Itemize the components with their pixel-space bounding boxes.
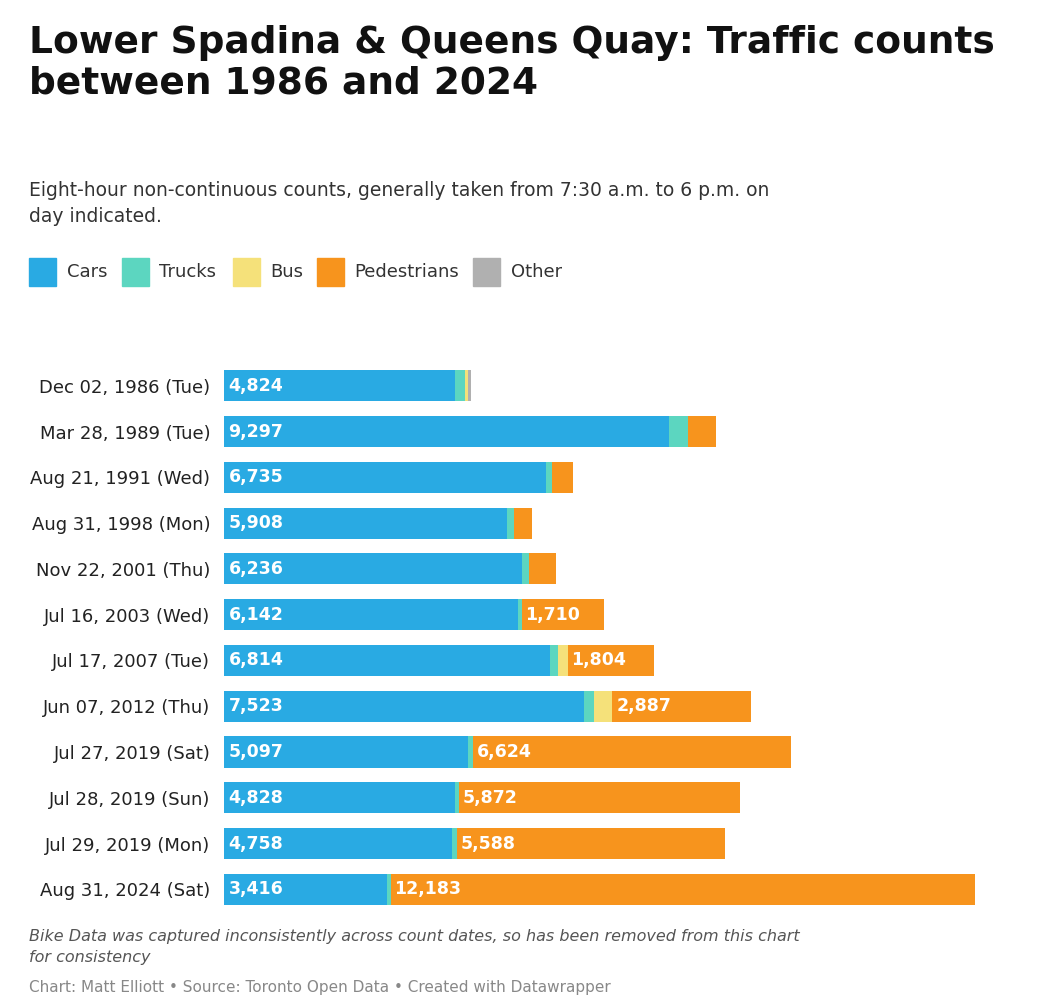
Text: 6,735: 6,735 <box>229 469 283 486</box>
Text: 4,758: 4,758 <box>229 835 283 853</box>
Bar <box>613 690 751 722</box>
Bar <box>224 645 550 676</box>
Text: 3,416: 3,416 <box>229 880 283 898</box>
Text: 5,908: 5,908 <box>229 514 283 532</box>
Bar <box>546 462 552 493</box>
Bar <box>224 782 454 813</box>
Bar <box>224 553 522 585</box>
Bar <box>224 737 468 767</box>
Bar <box>584 690 594 722</box>
Bar <box>454 370 465 401</box>
Text: Trucks: Trucks <box>159 263 216 281</box>
Text: 4,824: 4,824 <box>229 377 283 395</box>
Text: 5,097: 5,097 <box>229 743 283 761</box>
Text: 6,236: 6,236 <box>229 559 283 578</box>
Text: Lower Spadina & Queens Quay: Traffic counts
between 1986 and 2024: Lower Spadina & Queens Quay: Traffic cou… <box>29 25 995 102</box>
Text: 1,710: 1,710 <box>525 606 580 624</box>
Bar <box>473 737 790 767</box>
Bar <box>550 645 557 676</box>
Bar <box>515 508 532 538</box>
Bar <box>518 599 522 630</box>
Bar <box>224 462 546 493</box>
Text: Bike Data was captured inconsistently across count dates, so has been removed fr: Bike Data was captured inconsistently ac… <box>29 929 800 966</box>
Text: Pedestrians: Pedestrians <box>354 263 459 281</box>
Text: Other: Other <box>511 263 562 281</box>
Text: 9,297: 9,297 <box>229 422 283 440</box>
Text: Bus: Bus <box>270 263 304 281</box>
Text: 4,828: 4,828 <box>229 789 283 806</box>
Text: 2,887: 2,887 <box>617 698 671 716</box>
Bar <box>224 874 387 905</box>
Text: 7,523: 7,523 <box>229 698 283 716</box>
Bar <box>465 370 468 401</box>
Bar <box>552 462 573 493</box>
Text: 6,624: 6,624 <box>477 743 531 761</box>
Text: Chart: Matt Elliott • Source: Toronto Open Data • Created with Datawrapper: Chart: Matt Elliott • Source: Toronto Op… <box>29 980 610 995</box>
Text: 6,814: 6,814 <box>229 651 283 669</box>
Bar <box>594 690 613 722</box>
Bar <box>459 782 740 813</box>
Text: 5,872: 5,872 <box>463 789 518 806</box>
Text: 5,588: 5,588 <box>461 835 516 853</box>
Bar <box>224 508 506 538</box>
Bar <box>451 828 457 859</box>
Bar <box>522 553 528 585</box>
Bar <box>568 645 654 676</box>
Bar <box>224 416 669 448</box>
Bar <box>669 416 687 448</box>
Bar <box>528 553 555 585</box>
Bar <box>468 737 473 767</box>
Bar <box>557 645 568 676</box>
Bar <box>224 690 584 722</box>
Bar <box>468 370 471 401</box>
Text: Eight-hour non-continuous counts, generally taken from 7:30 a.m. to 6 p.m. on
da: Eight-hour non-continuous counts, genera… <box>29 181 770 226</box>
Bar <box>522 599 603 630</box>
Text: Cars: Cars <box>67 263 107 281</box>
Text: 6,142: 6,142 <box>229 606 283 624</box>
Bar <box>457 828 725 859</box>
Bar <box>687 416 716 448</box>
Bar <box>454 782 459 813</box>
Bar <box>224 599 518 630</box>
Bar <box>224 370 454 401</box>
Text: 12,183: 12,183 <box>394 880 462 898</box>
Bar <box>391 874 974 905</box>
Bar <box>224 828 451 859</box>
Text: 1,804: 1,804 <box>572 651 626 669</box>
Bar <box>506 508 515 538</box>
Bar <box>387 874 391 905</box>
